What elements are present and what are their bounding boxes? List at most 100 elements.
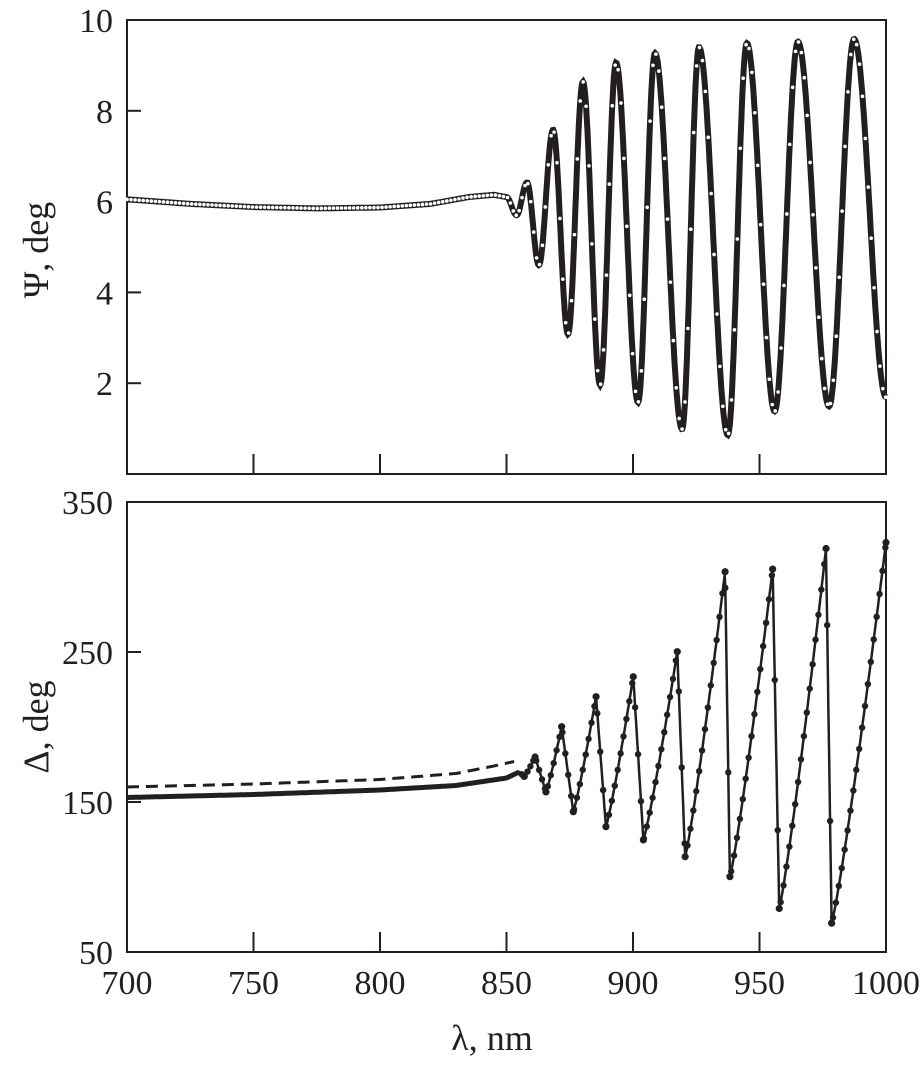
delta-data-point <box>678 764 685 771</box>
delta-data-point <box>535 766 543 774</box>
delta-data-point <box>547 772 554 779</box>
psi-data-point <box>639 369 644 373</box>
psi-data-point <box>758 222 763 227</box>
delta-extremum-point <box>602 823 610 831</box>
psi-data-point <box>648 119 652 123</box>
delta-data-point <box>803 709 811 716</box>
delta-data-point <box>719 590 726 597</box>
psi-data-point <box>581 80 585 84</box>
x-tick-label: 1000 <box>852 965 920 1002</box>
delta-data-point <box>710 659 717 667</box>
x-tick-label: 750 <box>228 965 279 1002</box>
delta-data-point <box>562 750 569 757</box>
y-tick-label: 4 <box>96 275 113 312</box>
delta-data-point <box>777 898 784 906</box>
psi-data-point <box>420 202 425 207</box>
x-tick-label: 800 <box>355 965 406 1002</box>
delta-data-point <box>847 807 854 814</box>
psi-data-point <box>764 335 769 340</box>
delta-data-point <box>544 783 552 790</box>
psi-data-point <box>404 203 409 208</box>
delta-extremum-point <box>639 836 647 844</box>
delta-data-point <box>727 868 735 875</box>
psi-data-point <box>137 198 141 203</box>
delta-extremum-point <box>822 544 830 553</box>
delta-data-point <box>858 724 866 731</box>
psi-data-point <box>715 312 719 316</box>
psi-data-point <box>738 146 743 151</box>
delta-data-point <box>637 797 645 805</box>
psi-data-point <box>185 201 190 206</box>
delta-data-point <box>739 795 747 803</box>
psi-data-point <box>453 197 457 202</box>
delta-data-point <box>579 766 586 773</box>
psi-data-point <box>319 206 324 211</box>
delta-data-point <box>850 787 857 794</box>
psi-data-point <box>694 64 699 68</box>
delta-data-point <box>614 766 621 774</box>
psi-data-point <box>359 205 364 210</box>
y-tick-label: 8 <box>96 94 113 131</box>
psi-data-point <box>372 205 376 210</box>
psi-data-point <box>878 364 882 368</box>
delta-extremum-point <box>769 565 777 573</box>
psi-data-point <box>558 216 562 221</box>
psi-data-point <box>489 193 494 197</box>
psi-data-point <box>665 217 670 221</box>
delta-data-point <box>870 636 877 643</box>
psi-data-point <box>872 285 876 290</box>
psi-data-point <box>575 157 580 161</box>
psi-data-point <box>709 191 713 196</box>
psi-data-point <box>408 203 413 208</box>
delta-data-point <box>675 688 682 695</box>
psi-data-point <box>125 197 129 202</box>
psi-data-point <box>287 206 291 210</box>
psi-data-point <box>883 395 888 400</box>
delta-data-point <box>576 780 584 788</box>
psi-data-point <box>854 42 859 47</box>
psi-data-point <box>578 99 583 103</box>
delta-extremum-point <box>673 648 681 656</box>
delta-data-point <box>789 822 796 829</box>
delta-data-point <box>751 711 758 718</box>
psi-data-point <box>368 205 372 210</box>
psi-data-point <box>604 273 609 277</box>
delta-data-point <box>730 852 738 859</box>
delta-data-point <box>716 613 723 621</box>
delta-data-point <box>762 619 770 627</box>
psi-data-point <box>343 206 348 210</box>
psi-data-point <box>266 205 271 210</box>
psi-data-point <box>683 400 687 404</box>
psi-data-point <box>520 195 524 200</box>
delta-data-point <box>631 704 639 711</box>
delta-data-point <box>672 657 680 664</box>
psi-data-point <box>610 103 615 108</box>
delta-data-point <box>693 788 700 795</box>
delta-data-point <box>812 636 819 643</box>
delta-axis-label: Δ, deg <box>16 680 56 773</box>
psi-data-point <box>528 199 533 204</box>
psi-data-point <box>776 390 780 394</box>
psi-data-point <box>645 205 649 210</box>
psi-data-point <box>497 193 502 198</box>
psi-data-point <box>339 206 344 210</box>
delta-data-point <box>629 679 636 687</box>
psi-data-point <box>549 133 553 138</box>
psi-data-point <box>226 203 230 208</box>
delta-data-point <box>855 745 863 753</box>
y-tick-label: 50 <box>79 935 113 972</box>
psi-data-point <box>796 40 801 44</box>
delta-data-point <box>611 782 618 789</box>
delta-data-point <box>582 751 589 758</box>
psi-data-point <box>347 206 352 210</box>
psi-data-point <box>831 378 836 383</box>
delta-data-point <box>797 756 805 763</box>
delta-extremum-point <box>531 753 539 761</box>
psi-data-point <box>712 252 716 257</box>
delta-extremum-point <box>828 919 836 927</box>
psi-data-point <box>258 205 263 210</box>
psi-data-point <box>825 402 830 407</box>
psi-data-point <box>295 206 299 210</box>
psi-data-point <box>721 404 725 409</box>
delta-data-point <box>701 726 709 733</box>
